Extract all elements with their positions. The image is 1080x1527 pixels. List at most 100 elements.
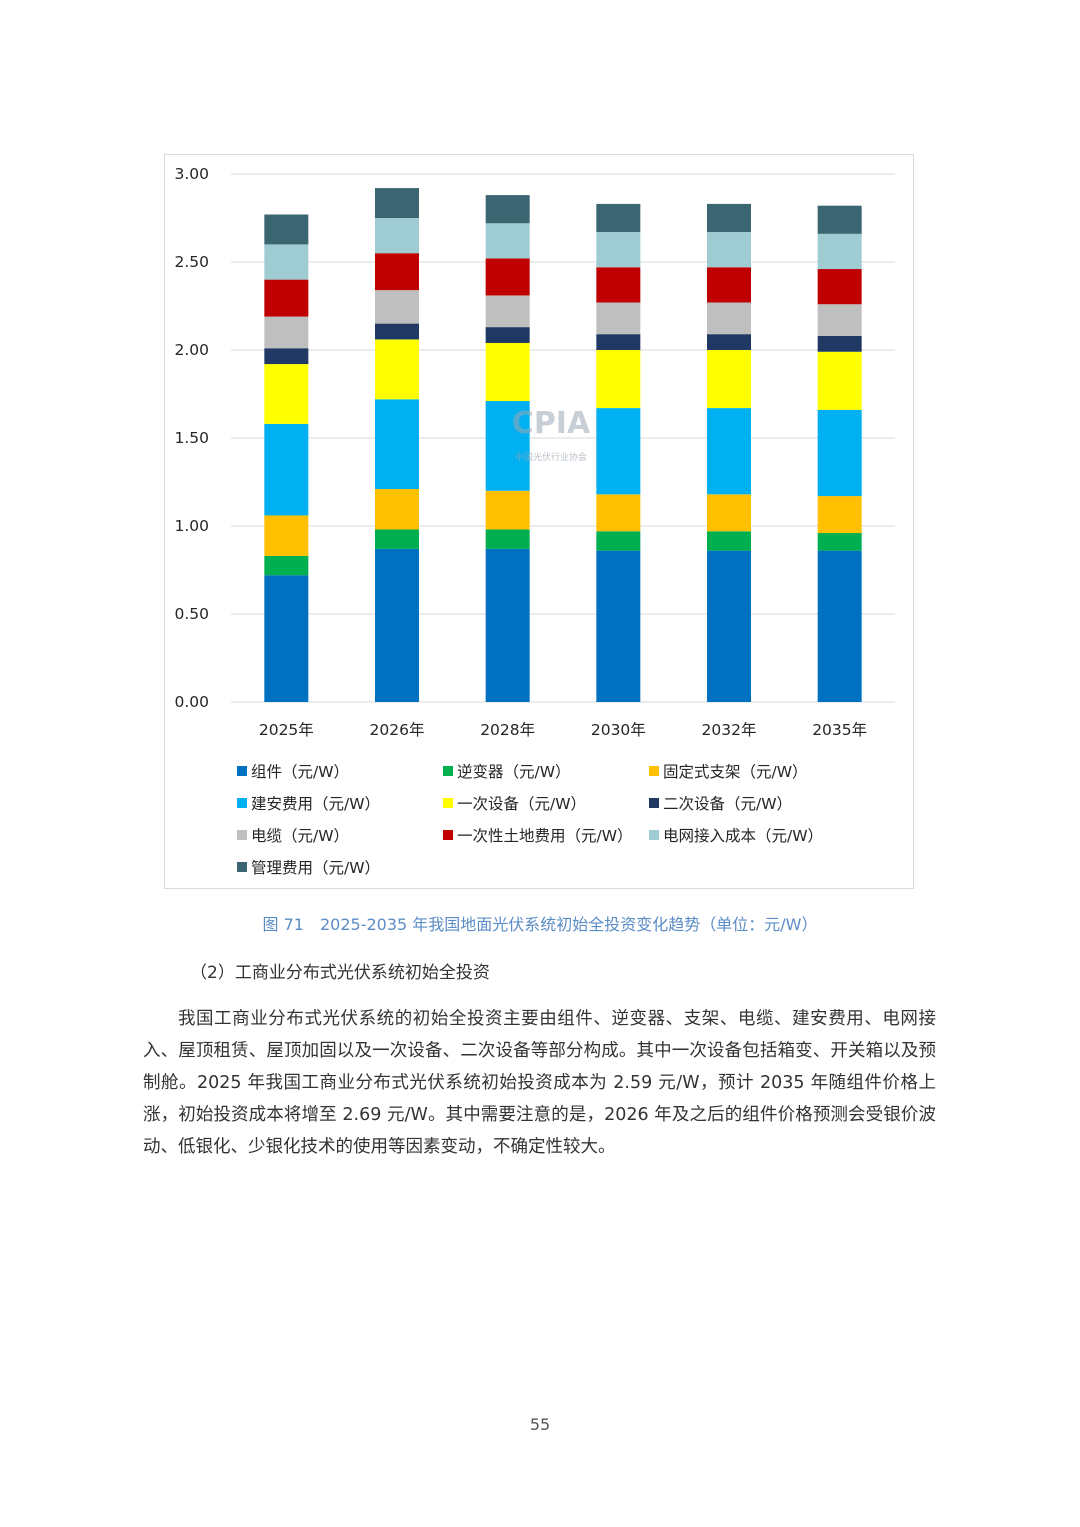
x-tick-label: 2032年: [702, 721, 757, 739]
legend-swatch: [237, 862, 247, 872]
bar-segment: [707, 302, 751, 335]
legend-swatch: [443, 766, 453, 776]
legend-item: 组件（元/W）: [237, 760, 349, 782]
bar-segment: [264, 555, 309, 576]
legend-swatch: [237, 766, 247, 776]
bar-segment: [375, 218, 419, 254]
bar-segment: [596, 350, 641, 409]
bar-segment: [375, 253, 419, 291]
bar-segment: [375, 188, 419, 218]
x-tick-label: 2030年: [591, 721, 646, 739]
bar-segment: [485, 490, 530, 530]
bar-segment: [817, 304, 862, 336]
bar-segment: [264, 575, 309, 702]
x-tick-label: 2025年: [259, 721, 314, 739]
bar-segment: [596, 550, 641, 702]
bar-segment: [596, 302, 641, 335]
bar-segment: [375, 339, 419, 400]
body-paragraph: 我国工商业分布式光伏系统的初始全投资主要由组件、逆变器、支架、电缆、建安费用、电…: [143, 1009, 936, 1157]
bar-segment: [485, 195, 530, 224]
bar-segment: [264, 214, 309, 245]
x-tick-label: 2026年: [370, 721, 425, 739]
legend-swatch: [649, 798, 659, 808]
bar-segment: [707, 334, 751, 350]
legend-item: 一次性土地费用（元/W）: [443, 824, 633, 846]
legend-label: 电网接入成本（元/W）: [663, 827, 824, 845]
bar-segment: [485, 327, 530, 343]
bar-segment: [817, 550, 862, 702]
watermark-org: 中国光伏行业协会: [515, 451, 587, 463]
stacked-bar-chart: 0.00 0.50 1.00 1.50 2.00 2.50 3.00 2025年 2026年 20…: [174, 165, 895, 739]
legend-label: 电缆（元/W）: [251, 827, 350, 845]
bar-segment: [817, 269, 862, 305]
y-tick-label: 1.00: [174, 517, 209, 535]
y-tick-label: 2.00: [174, 341, 209, 359]
y-tick-label: 1.50: [174, 429, 209, 447]
bar-segment: [264, 364, 309, 424]
chart-container: 0.00 0.50 1.00 1.50 2.00 2.50 3.00 2025年 2026年 20…: [164, 154, 914, 889]
x-tick-label: 2035年: [812, 721, 867, 739]
bar-segment: [264, 423, 309, 516]
bar-segment: [596, 408, 641, 495]
bar-segment: [485, 529, 530, 549]
page-number: 55: [529, 1415, 551, 1434]
bar-segment: [707, 531, 751, 551]
legend-swatch: [237, 830, 247, 840]
legend-swatch: [237, 798, 247, 808]
bar-segment: [264, 316, 309, 349]
bar-segment: [375, 290, 419, 324]
bar-segment: [707, 203, 751, 233]
legend-label: 一次性土地费用（元/W）: [457, 827, 633, 845]
legend-swatch: [443, 798, 453, 808]
bar-segment: [485, 401, 530, 491]
bar-segment: [817, 496, 862, 534]
bar-segment: [817, 351, 862, 410]
legend-item: 逆变器（元/W）: [443, 760, 571, 782]
bar-segment: [596, 334, 641, 350]
figure-caption: 图 71 2025-2035 年我国地面光伏系统初始全投资变化趋势（单位：元/W…: [262, 915, 818, 934]
bar-segment: [707, 408, 751, 495]
y-tick-label: 3.00: [174, 165, 209, 183]
bar-segment: [485, 342, 530, 402]
x-tick-label: 2028年: [480, 721, 535, 739]
bar-segment: [375, 323, 419, 340]
legend-item: 电缆（元/W）: [237, 824, 349, 846]
bar-segment: [264, 244, 309, 280]
legend-label: 二次设备（元/W）: [663, 795, 793, 813]
bar-segment: [707, 267, 751, 303]
bar-segment: [596, 203, 641, 233]
bar-segment: [375, 489, 419, 530]
legend-label: 管理费用（元/W）: [251, 859, 381, 877]
legend-label: 一次设备（元/W）: [457, 795, 587, 813]
bar-segment: [707, 494, 751, 532]
bar-segment: [264, 515, 309, 556]
bar-segment: [375, 529, 419, 549]
legend-swatch: [649, 766, 659, 776]
legend-item: 二次设备（元/W）: [649, 792, 792, 814]
bar-segment: [707, 350, 751, 409]
bar-segment: [707, 550, 751, 702]
bar-segment: [817, 233, 862, 270]
legend-item: 管理费用（元/W）: [237, 856, 380, 878]
bar-segment: [485, 548, 530, 702]
legend-label: 建安费用（元/W）: [251, 795, 381, 813]
bar-segment: [817, 409, 862, 497]
bar-segment: [375, 399, 419, 490]
bar-segment: [817, 335, 862, 352]
bar-segment: [485, 295, 530, 328]
y-tick-label: 0.00: [174, 693, 209, 711]
section-subheading: （2）工商业分布式光伏系统初始全投资: [190, 963, 490, 983]
bar-segment: [485, 223, 530, 259]
legend-swatch: [649, 830, 659, 840]
bar-segment: [596, 232, 641, 268]
legend-label: 固定式支架（元/W）: [663, 763, 808, 781]
legend-label: 逆变器（元/W）: [457, 763, 571, 781]
bar-segment: [596, 531, 641, 551]
bar-segment: [264, 279, 309, 317]
y-tick-label: 2.50: [174, 253, 209, 271]
legend-label: 组件（元/W）: [251, 763, 350, 781]
watermark-logo: CPIA: [512, 406, 591, 441]
legend-item: 固定式支架（元/W）: [649, 760, 808, 782]
bar-segment: [264, 348, 309, 365]
bar-segment: [817, 205, 862, 234]
